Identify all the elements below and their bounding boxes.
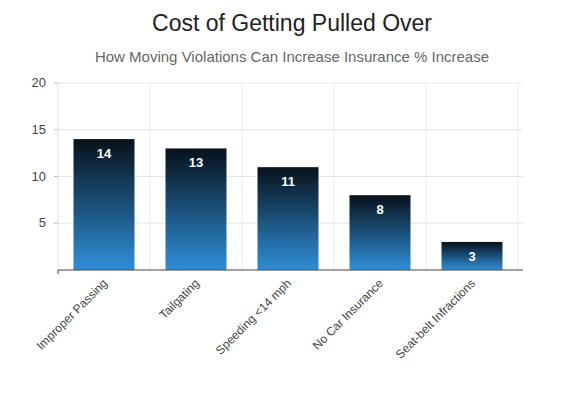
- bar: [258, 167, 319, 270]
- x-tick-label: Tailgating: [156, 276, 202, 322]
- y-tick-label: 15: [32, 122, 46, 137]
- x-axis-line: [58, 270, 523, 271]
- y-tick-label: 10: [32, 169, 46, 184]
- x-tick-label: Speeding <14 mph: [213, 276, 294, 357]
- bar: [166, 148, 227, 270]
- x-tick-label: No Car Insurance: [310, 276, 387, 353]
- y-tick: [54, 176, 58, 177]
- title: Cost of Getting Pulled Over: [152, 10, 432, 36]
- y-tick: [54, 83, 58, 84]
- x-tick-label: Improper Passing: [34, 276, 110, 352]
- data-label: 11: [281, 174, 295, 189]
- subtitle: How Moving Violations Can Increase Insur…: [95, 48, 489, 65]
- y-axis-line: [58, 83, 59, 270]
- chart: Cost of Getting Pulled Over How Moving Vi…: [0, 0, 585, 396]
- grid-line: [58, 129, 523, 130]
- axis-corner-tick: [58, 270, 59, 274]
- data-label: 3: [468, 249, 475, 264]
- x-tick-label: Seat-belt Infractions: [393, 276, 478, 361]
- data-label: 14: [97, 146, 112, 161]
- data-label: 8: [376, 202, 383, 217]
- bar: [350, 195, 411, 270]
- bar: [74, 139, 135, 270]
- data-label: 13: [189, 155, 203, 170]
- bars: [74, 139, 503, 270]
- y-tick-label: 5: [39, 215, 46, 230]
- y-tick: [54, 129, 58, 130]
- bar: [442, 242, 503, 270]
- grid-line: [58, 83, 523, 84]
- y-tick-label: 20: [32, 75, 46, 90]
- y-tick: [54, 223, 58, 224]
